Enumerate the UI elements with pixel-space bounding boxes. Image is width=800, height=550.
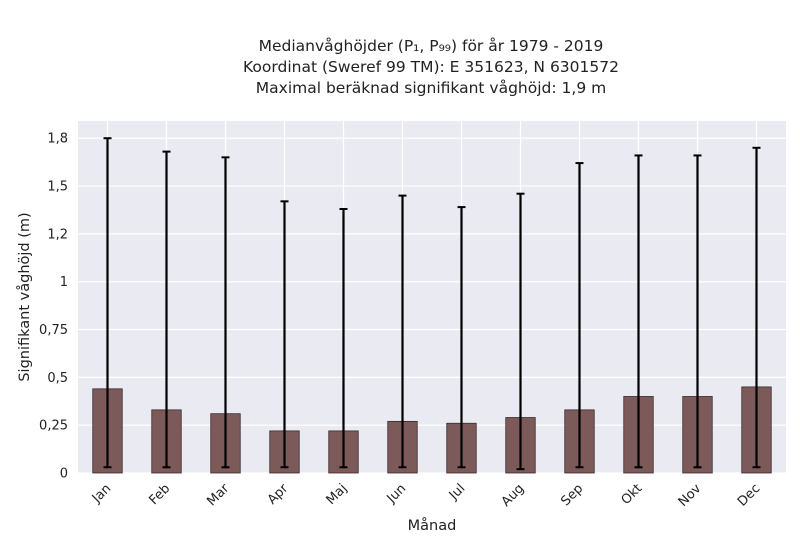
x-axis-ticks: Jan Feb Mar Apr Maj Jun Jul Aug Sep Okt Nov Dec (89, 481, 763, 510)
x-tick-label: Sep (558, 481, 586, 509)
y-tick-label: 1,2 (47, 227, 68, 242)
x-tick-label: Apr (265, 481, 292, 508)
x-tick-label: Jul (446, 481, 468, 503)
y-tick-label: 1,5 (47, 180, 68, 195)
x-tick-label: Dec (735, 481, 763, 509)
y-tick-label: 0 (60, 467, 68, 482)
chart-title: Medianvåghöjder (P₁, P₉₉) för år 1979 - … (243, 37, 619, 97)
y-tick-label: 1,8 (47, 132, 68, 147)
x-tick-label: Maj (324, 481, 351, 508)
x-tick-label: Jan (89, 481, 114, 506)
plot-area (78, 121, 786, 473)
y-tick-label: 0,5 (47, 371, 68, 386)
x-tick-label: Jun (384, 481, 410, 507)
y-axis-ticks: 0 0,25 0,5 0,75 1 1,2 1,5 1,8 (39, 132, 68, 482)
chart-title-line: Koordinat (Sweref 99 TM): E 351623, N 63… (243, 58, 619, 76)
y-tick-label: 1 (60, 275, 68, 290)
x-axis-label: Månad (408, 517, 457, 534)
x-tick-label: Nov (676, 481, 705, 510)
y-tick-label: 0,75 (39, 323, 68, 338)
x-tick-label: Mar (204, 481, 232, 509)
y-axis-label: Signifikant våghöjd (m) (16, 212, 33, 381)
error-bars (103, 137, 761, 471)
y-tick-label: 0,25 (39, 419, 68, 434)
x-tick-label: Feb (146, 481, 173, 508)
x-tick-label: Okt (619, 481, 646, 508)
chart-title-line: Maximal beräknad signifikant våghöjd: 1,… (256, 79, 606, 97)
chart-title-line: Medianvåghöjder (P₁, P₉₉) för år 1979 - … (259, 37, 604, 55)
x-tick-label: Aug (499, 481, 528, 510)
